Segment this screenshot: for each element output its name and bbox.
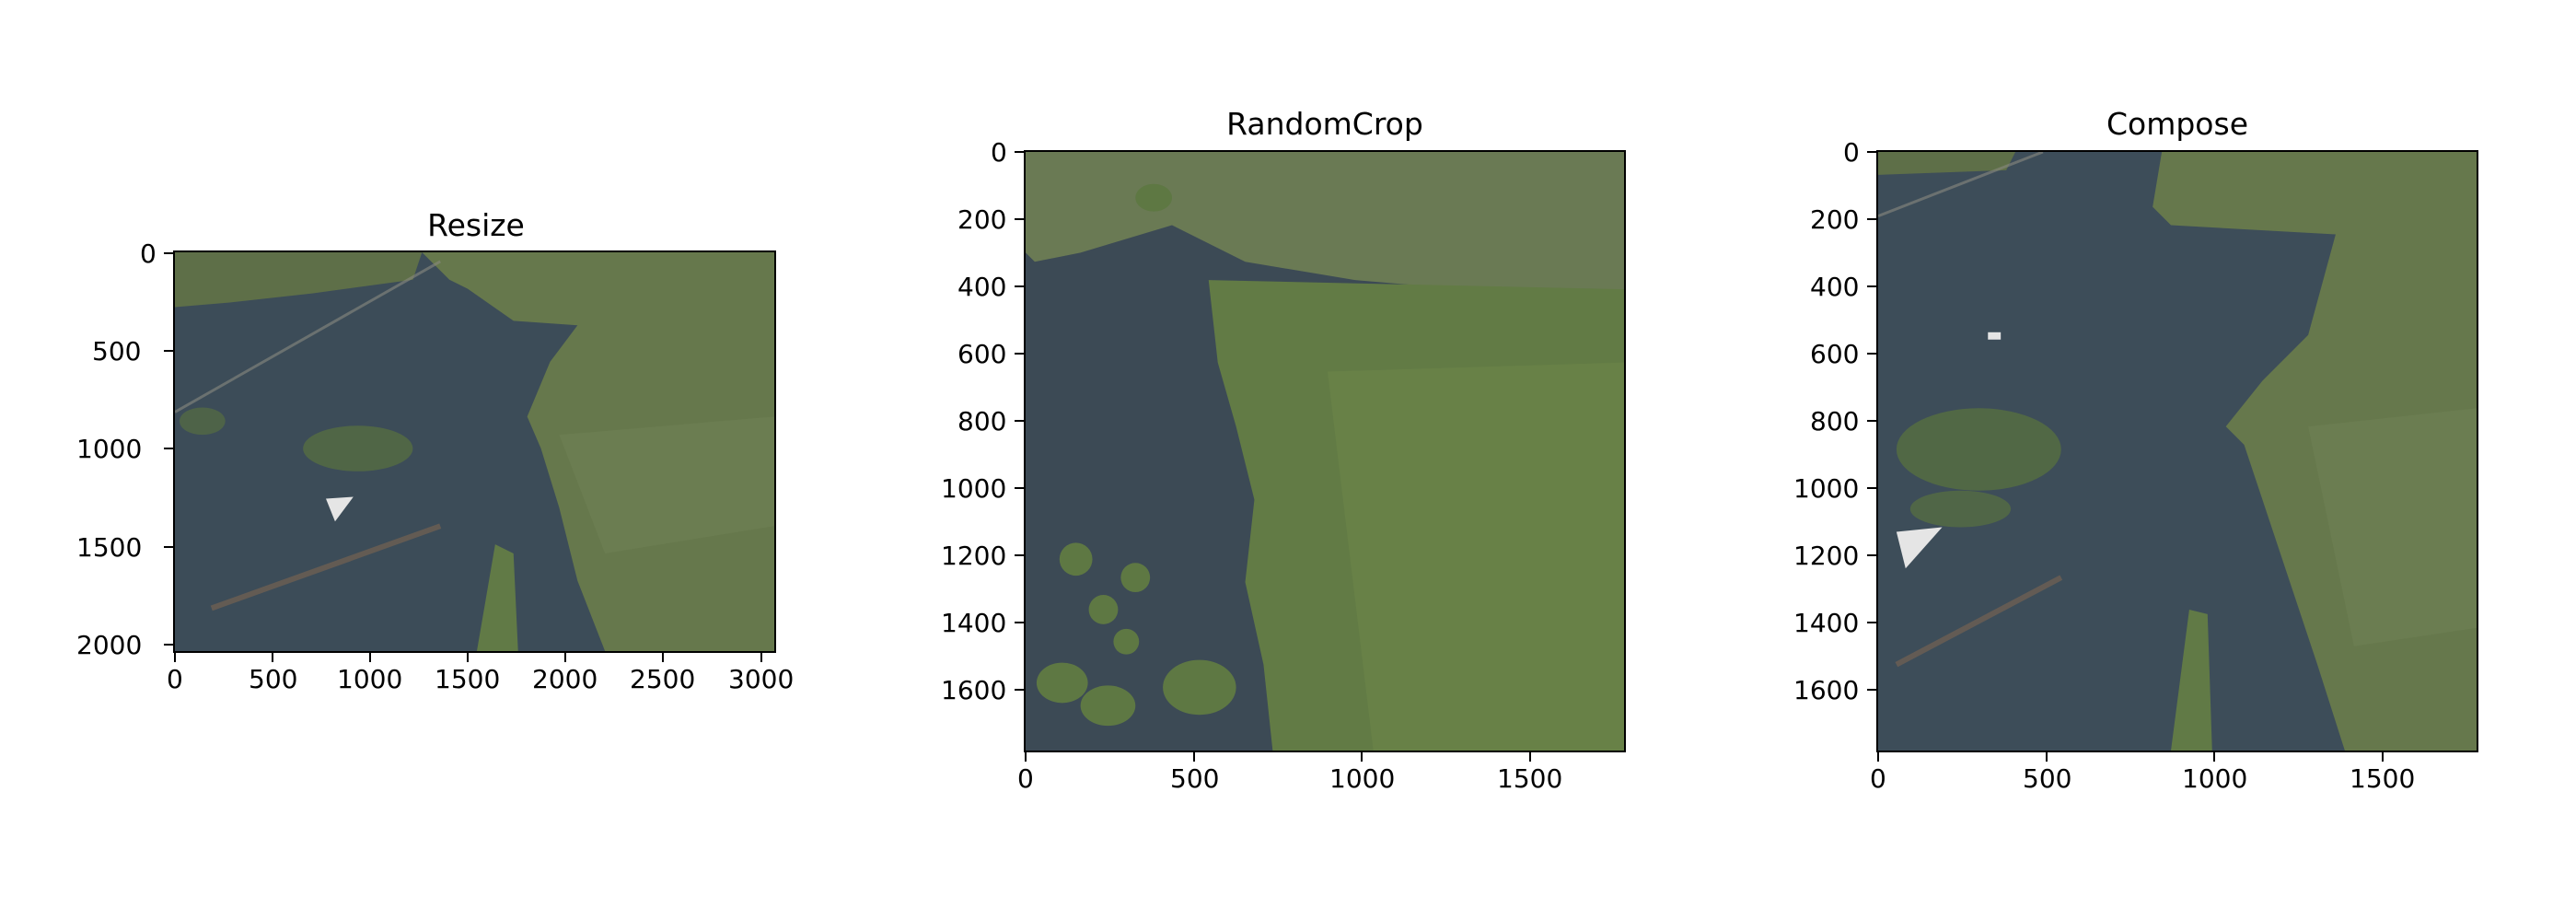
y-tick-label: 600 (957, 339, 1007, 369)
image-axes (173, 250, 776, 653)
y-tick-label: 500 (92, 336, 142, 367)
x-tick-label: 2500 (630, 664, 696, 694)
y-tick-label: 1200 (1793, 541, 1860, 571)
image-axes (1876, 150, 2478, 752)
y-tick-label: 1000 (1793, 473, 1860, 504)
x-tick-label: 1000 (1329, 763, 1396, 794)
x-tick-label: 1500 (435, 664, 501, 694)
y-tick-label: 400 (1810, 272, 1860, 302)
y-tick-label: 2000 (76, 630, 143, 660)
y-tick-label: 800 (957, 406, 1007, 437)
image-axes (1024, 150, 1626, 752)
panel-title: Resize (427, 207, 525, 243)
y-tick-label: 1400 (1793, 608, 1860, 638)
y-tick-label: 200 (1810, 204, 1860, 235)
y-tick-label: 0 (1843, 137, 1860, 168)
y-tick-label: 800 (1810, 406, 1860, 437)
aerial-image-resize (175, 252, 774, 651)
y-tick-label: 600 (1810, 339, 1860, 369)
x-tick-label: 1500 (1497, 763, 1563, 794)
y-tick-label: 400 (957, 272, 1007, 302)
y-tick-label: 0 (140, 239, 157, 269)
x-tick-label: 0 (1870, 763, 1886, 794)
y-tick-label: 0 (991, 137, 1007, 168)
y-tick-label: 1600 (941, 675, 1007, 705)
panel-title: RandomCrop (1226, 106, 1423, 142)
y-tick-label: 1500 (76, 532, 143, 563)
x-tick-label: 0 (1017, 763, 1034, 794)
y-tick-label: 1000 (941, 473, 1007, 504)
x-tick-label: 1500 (2350, 763, 2416, 794)
x-tick-label: 500 (249, 664, 298, 694)
y-tick-label: 1400 (941, 608, 1007, 638)
y-tick-label: 1000 (76, 434, 143, 464)
x-tick-label: 1000 (2182, 763, 2248, 794)
x-tick-label: 500 (2023, 763, 2072, 794)
x-tick-label: 2000 (532, 664, 598, 694)
x-tick-label: 1000 (337, 664, 403, 694)
x-tick-label: 500 (1170, 763, 1220, 794)
panel-title: Compose (2106, 106, 2248, 142)
x-tick-label: 0 (167, 664, 183, 694)
y-tick-label: 1600 (1793, 675, 1860, 705)
y-tick-label: 200 (957, 204, 1007, 235)
aerial-image-compose (1878, 152, 2477, 751)
aerial-image-randomcrop (1026, 152, 1624, 751)
y-tick-label: 1200 (941, 541, 1007, 571)
x-tick-label: 3000 (728, 664, 795, 694)
